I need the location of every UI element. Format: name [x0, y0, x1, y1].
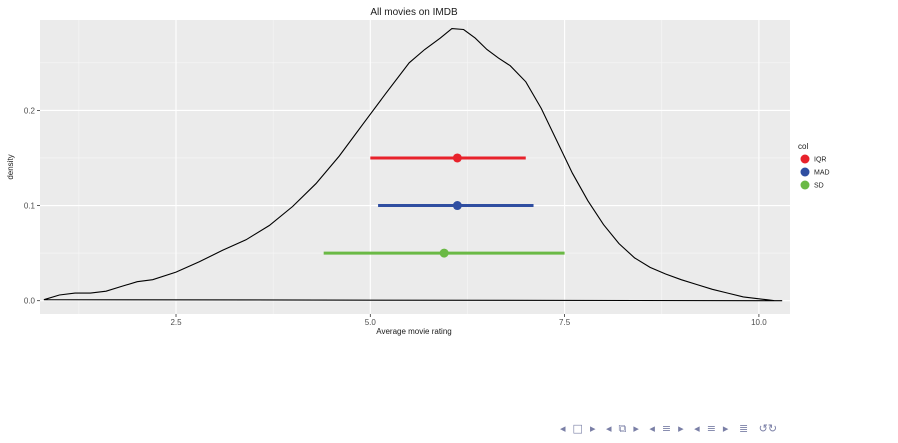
- x-tick-label: 2.5: [170, 318, 182, 327]
- interval-point-iqr: [452, 153, 462, 163]
- legend: col IQR MAD SD: [798, 142, 830, 190]
- legend-key-mad: [800, 167, 810, 177]
- nav-section-next-icon[interactable]: ▸: [678, 422, 684, 435]
- x-axis: 2.5 5.0 7.5 10.0: [170, 314, 767, 327]
- nav-frame-next-icon[interactable]: ▸: [589, 422, 596, 435]
- density-curve: [43, 28, 783, 302]
- interval-point-mad: [452, 201, 462, 211]
- nav-subsection-icon[interactable]: ⧉: [618, 422, 627, 435]
- nav-appendix-icon[interactable]: ≣: [738, 422, 749, 435]
- nav-subsection-next-icon[interactable]: ▸: [633, 422, 639, 435]
- nav-section-prev-icon[interactable]: ◂: [649, 422, 655, 435]
- x-tick-label: 7.5: [559, 318, 571, 327]
- x-axis-label: Average movie rating: [376, 327, 451, 336]
- nav-document-next-icon[interactable]: ▸: [722, 422, 729, 435]
- plot-panel: [40, 20, 790, 314]
- chart-title: All movies on IMDB: [370, 7, 458, 18]
- nav-document-prev-icon[interactable]: ◂: [694, 422, 700, 435]
- interval-point-sd: [439, 248, 449, 258]
- y-tick-label: 0.2: [24, 106, 36, 115]
- nav-frame-icon[interactable]: □: [572, 422, 583, 435]
- legend-label-sd: SD: [814, 183, 824, 190]
- legend-key-iqr: [800, 154, 810, 164]
- nav-section-icon[interactable]: ≡: [661, 422, 672, 435]
- legend-key-sd: [800, 180, 810, 190]
- y-axis-label: density: [6, 154, 15, 179]
- legend-label-mad: MAD: [814, 170, 830, 177]
- beamer-navigation-bar: ◂ □ ▸ ◂ ⧉ ▸ ◂ ≡ ▸ ◂ ≡ ▸ ≣ ↺↻: [560, 422, 890, 440]
- nav-subsection-prev-icon[interactable]: ◂: [605, 422, 612, 435]
- interval-bars: [323, 153, 565, 258]
- nav-document-icon[interactable]: ≡: [706, 422, 716, 435]
- x-tick-label: 5.0: [365, 318, 377, 327]
- x-tick-label: 10.0: [751, 318, 767, 327]
- nav-search-icon[interactable]: ↺↻: [758, 422, 778, 435]
- legend-title: col: [798, 142, 808, 151]
- y-tick-label: 0.1: [24, 202, 36, 211]
- y-tick-label: 0.0: [24, 297, 36, 306]
- y-axis: 0.0 0.1 0.2: [24, 106, 40, 306]
- legend-label-iqr: IQR: [814, 157, 826, 164]
- nav-frame-prev-icon[interactable]: ◂: [560, 422, 566, 435]
